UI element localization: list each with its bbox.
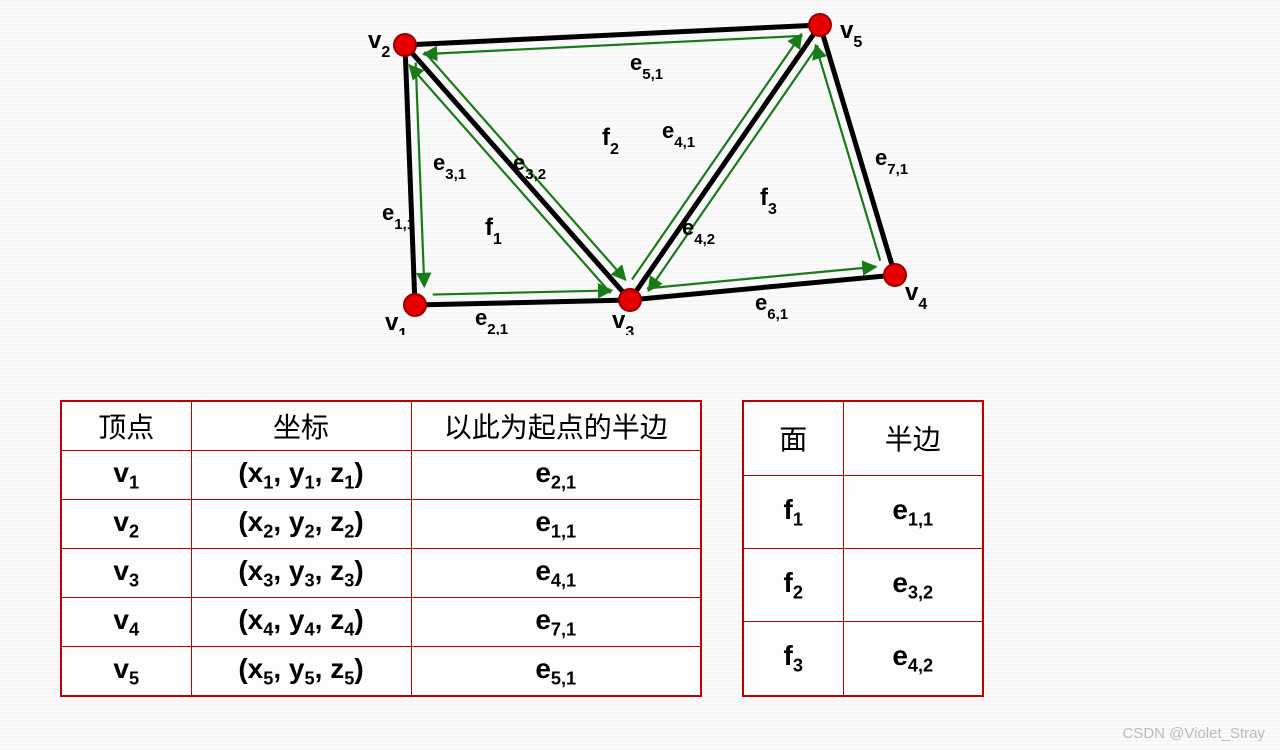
watermark: CSDN @Violet_Stray bbox=[1123, 725, 1266, 742]
svg-text:e4,1: e4,1 bbox=[662, 118, 695, 151]
svg-text:e3,2: e3,2 bbox=[513, 150, 546, 183]
vertex-table: 顶点坐标以此为起点的半边v1(x1, y1, z1)e2,1v2(x2, y2,… bbox=[60, 400, 702, 697]
half-edge-diagram: v1v2v3v4v5e1,1e2,1e3,1e3,2e4,1e4,2e5,1e6… bbox=[340, 5, 940, 335]
tables-row: 顶点坐标以此为起点的半边v1(x1, y1, z1)e2,1v2(x2, y2,… bbox=[60, 400, 1220, 697]
svg-text:e2,1: e2,1 bbox=[475, 305, 508, 335]
svg-text:e5,1: e5,1 bbox=[630, 50, 663, 83]
svg-text:f3: f3 bbox=[760, 184, 777, 218]
svg-text:v1: v1 bbox=[385, 309, 407, 335]
svg-text:f1: f1 bbox=[485, 214, 502, 248]
svg-text:f2: f2 bbox=[602, 124, 619, 158]
svg-text:e6,1: e6,1 bbox=[755, 290, 788, 323]
diagram-svg: v1v2v3v4v5e1,1e2,1e3,1e3,2e4,1e4,2e5,1e6… bbox=[340, 5, 940, 335]
svg-text:v5: v5 bbox=[840, 17, 862, 51]
svg-text:v4: v4 bbox=[905, 279, 927, 313]
svg-text:e7,1: e7,1 bbox=[875, 145, 908, 178]
svg-text:v2: v2 bbox=[368, 27, 390, 61]
svg-text:e3,1: e3,1 bbox=[433, 150, 466, 183]
face-table: 面半边f1e1,1f2e3,2f3e4,2 bbox=[742, 400, 984, 697]
